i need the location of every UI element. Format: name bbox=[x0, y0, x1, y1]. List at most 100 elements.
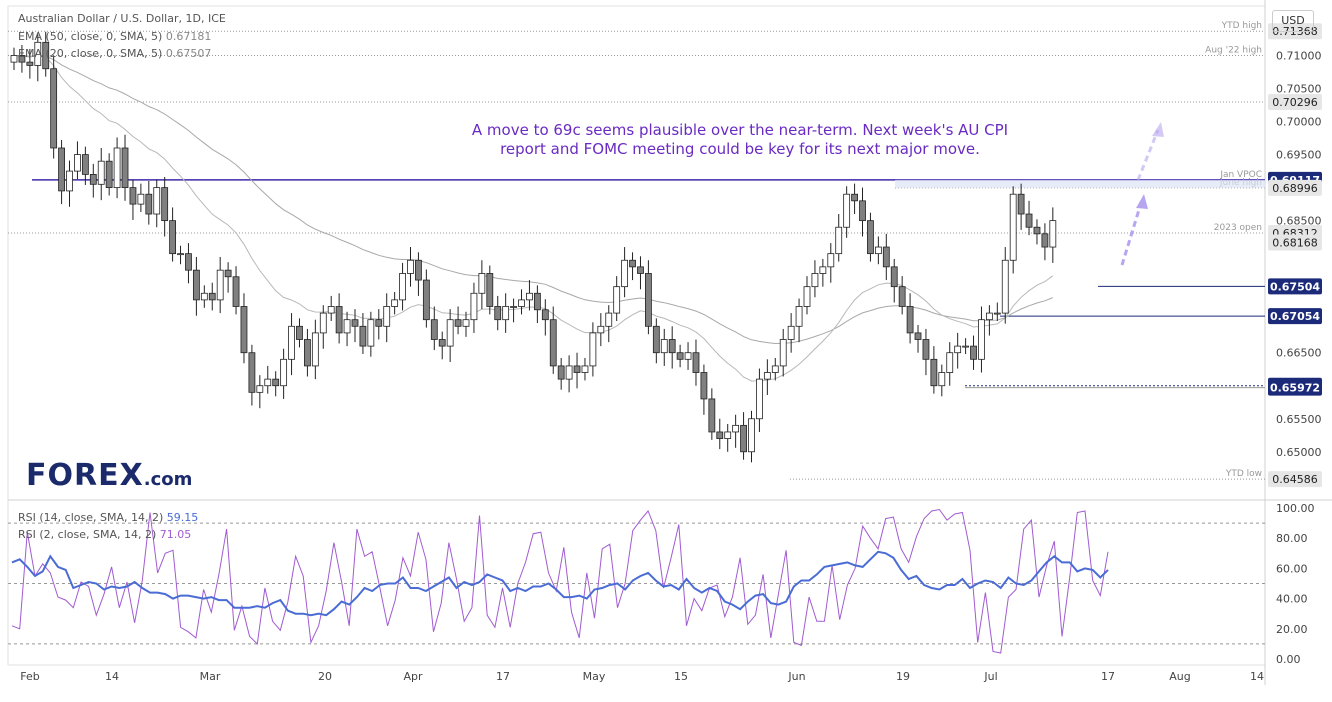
candle-body bbox=[930, 358, 938, 387]
candle-body bbox=[954, 345, 962, 354]
candle-body bbox=[66, 170, 73, 192]
arrow-head-2 bbox=[1152, 122, 1164, 137]
forex-logo: FOREX.com bbox=[26, 458, 192, 493]
candles bbox=[10, 31, 1057, 463]
candle-body bbox=[867, 220, 874, 255]
candle-body bbox=[446, 319, 454, 347]
x-tick-label: Mar bbox=[200, 670, 221, 683]
projection-arrow-1 bbox=[1120, 199, 1144, 266]
candle-body bbox=[962, 345, 969, 348]
rsi-tick-label: 20.00 bbox=[1276, 623, 1308, 636]
candle-body bbox=[335, 306, 343, 334]
candle-body bbox=[565, 365, 573, 380]
x-tick-label: Apr bbox=[403, 670, 423, 683]
currency-button[interactable]: USD bbox=[1272, 10, 1314, 32]
ema50-legend[interactable]: EMA (50, close, 0, SMA, 5) 0.67181 bbox=[18, 30, 211, 43]
candle-body bbox=[1001, 259, 1009, 314]
candle-body bbox=[882, 246, 890, 268]
candle-body bbox=[304, 339, 311, 367]
annotation-line-1: A move to 69c seems plausible over the n… bbox=[471, 121, 1009, 139]
ema50-label: EMA (50, close, 0, SMA, 5) bbox=[18, 30, 163, 43]
price-tag bbox=[1268, 379, 1322, 396]
rsi-tick-label: 0.00 bbox=[1276, 653, 1301, 666]
candle-body bbox=[288, 325, 295, 360]
rsi-tick-label: 100.00 bbox=[1276, 502, 1315, 515]
price-tag bbox=[1268, 278, 1322, 295]
candle-body bbox=[589, 332, 597, 367]
price-tag-label: 0.70296 bbox=[1272, 96, 1318, 109]
candle-body bbox=[819, 266, 827, 274]
candle-body bbox=[787, 325, 795, 340]
axes: 0.71000 0.70500 0.70000 0.69500 0.68500 0.665… bbox=[20, 50, 1321, 683]
x-tick-label: Aug bbox=[1169, 670, 1190, 683]
candle-body bbox=[105, 160, 113, 189]
candle-body bbox=[169, 220, 177, 255]
projection-arrow-2 bbox=[1136, 129, 1160, 181]
candle-body bbox=[724, 431, 732, 439]
rsi14-legend[interactable]: RSI (14, close, SMA, 14, 2) 59.15 bbox=[18, 511, 198, 524]
logo-suffix: .com bbox=[143, 469, 193, 490]
candle-body bbox=[42, 41, 50, 70]
plot-frame bbox=[7, 5, 1266, 666]
candle-body bbox=[708, 398, 716, 433]
price-tick-label: 0.65000 bbox=[1276, 446, 1322, 459]
rsi-tick-label: 80.00 bbox=[1276, 532, 1308, 545]
candle-body bbox=[81, 154, 89, 175]
candle-body bbox=[557, 365, 565, 380]
candle-body bbox=[454, 319, 462, 327]
chart-annotation: A move to 69c seems plausible over the n… bbox=[470, 121, 1010, 159]
candle-body bbox=[835, 226, 843, 255]
candle-body bbox=[272, 378, 280, 387]
candle-body bbox=[510, 306, 517, 308]
rsi-tick-label: 40.00 bbox=[1276, 593, 1308, 606]
candle-body bbox=[319, 312, 327, 334]
candle-body bbox=[415, 259, 422, 281]
projection-arrows bbox=[1120, 122, 1164, 266]
candle-body bbox=[50, 68, 58, 149]
candle-body bbox=[978, 319, 985, 360]
candle-body bbox=[946, 352, 954, 373]
candle-body bbox=[652, 325, 660, 354]
candle-body bbox=[763, 372, 771, 380]
candle-body bbox=[684, 352, 692, 360]
candle-body bbox=[740, 424, 747, 453]
candle-body bbox=[97, 160, 105, 185]
candle-body bbox=[296, 325, 303, 340]
candle-body bbox=[121, 147, 129, 189]
candle-body bbox=[779, 339, 787, 367]
candle-body bbox=[1033, 226, 1041, 235]
candle-body bbox=[208, 292, 216, 301]
candle-body bbox=[438, 339, 446, 347]
candle-body bbox=[367, 319, 375, 347]
candle-body bbox=[645, 273, 652, 327]
candle-body bbox=[914, 332, 922, 340]
candle-body bbox=[224, 269, 232, 278]
x-tick-label: 17 bbox=[1101, 670, 1115, 683]
candle-body bbox=[637, 266, 644, 274]
level-label: YTD low bbox=[1225, 469, 1262, 479]
candle-body bbox=[280, 358, 288, 387]
candle-body bbox=[549, 319, 557, 367]
price-tick-label: 0.68500 bbox=[1276, 215, 1322, 228]
candle-body bbox=[470, 292, 478, 321]
candle-body bbox=[613, 286, 621, 314]
candle-body bbox=[859, 200, 866, 222]
rsi2-legend[interactable]: RSI (2, close, SMA, 14, 2) 71.05 bbox=[18, 528, 191, 541]
candle-body bbox=[518, 299, 525, 307]
ema20-legend[interactable]: EMA (20, close, 0, SMA, 5) 0.67507 bbox=[18, 47, 211, 60]
price-tag bbox=[1268, 94, 1322, 111]
candle-body bbox=[526, 292, 533, 301]
candle-body bbox=[343, 319, 351, 334]
candle-body bbox=[256, 385, 264, 393]
june-high-band bbox=[895, 179, 1265, 188]
x-tick-label: Feb bbox=[20, 670, 39, 683]
candle-body bbox=[716, 431, 724, 439]
candle-body bbox=[1009, 193, 1017, 261]
ema20-line bbox=[13, 55, 1054, 382]
candle-body bbox=[185, 253, 192, 271]
candle-body bbox=[248, 352, 256, 393]
price-tag-label: 0.68996 bbox=[1272, 182, 1318, 195]
ema50-line bbox=[13, 55, 1053, 345]
